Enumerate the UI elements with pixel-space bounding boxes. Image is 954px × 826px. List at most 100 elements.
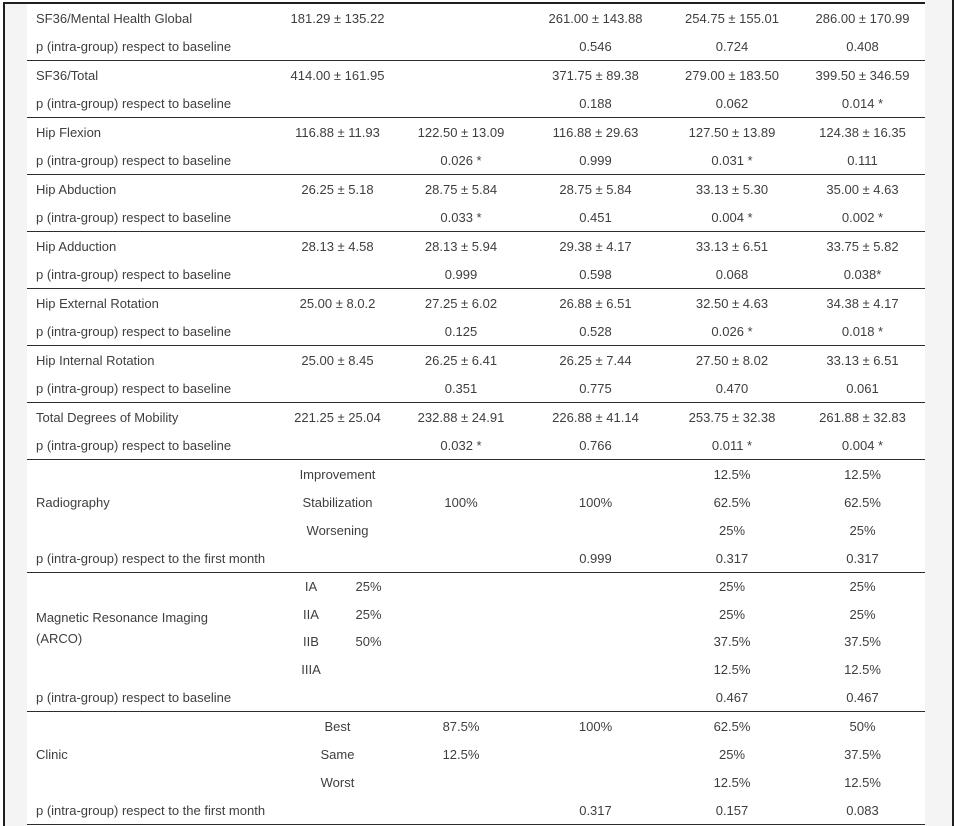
- p-value: 0.061: [846, 380, 879, 396]
- results-table: SF36/Mental Health Global 181.29 ± 135.22…: [27, 4, 925, 825]
- p-value: 0.999: [444, 266, 478, 282]
- p-row: p (intra-group) respect to the first mon…: [27, 544, 925, 572]
- p-label: p (intra-group) respect to baseline: [36, 437, 232, 453]
- section-body: Total Degrees of Mobility 221.25 ± 25.04 2…: [27, 403, 925, 431]
- p-row: p (intra-group) respect to baseline 0.546…: [27, 32, 925, 60]
- sub-category-label: Stabilization: [302, 494, 373, 510]
- cell-value: 33.13 ± 6.51: [826, 352, 899, 368]
- frame-right-line: [952, 0, 954, 826]
- page-gutter-right: [925, 0, 952, 826]
- cell-value: 122.50 ± 13.09: [417, 124, 505, 140]
- page-gutter-left: [5, 4, 27, 826]
- p-value: 0.068: [715, 266, 749, 282]
- frame-left-line: [3, 2, 5, 826]
- section-body: SF36/Mental Health Global 181.29 ± 135.22…: [27, 4, 925, 32]
- table-row: 25.00 ± 8.45 26.25 ± 6.41 26.25 ± 7.44 27.5…: [280, 346, 925, 374]
- p-value: 0.004 *: [711, 209, 753, 225]
- table-row: Worsening 25% 25%: [280, 516, 925, 544]
- p-value: 0.125: [444, 323, 478, 339]
- cell-value: 286.00 ± 170.99: [815, 10, 910, 26]
- table-section: Radiography Improvement 12.5% 12.5% Stabiliz…: [27, 460, 925, 573]
- p-label: p (intra-group) respect to baseline: [36, 323, 232, 339]
- row-label-line: Magnetic Resonance Imaging: [36, 610, 208, 625]
- cell-value: 25%: [355, 579, 382, 595]
- row-label-line: Total Degrees of Mobility: [36, 409, 179, 425]
- p-value: 0.766: [579, 437, 612, 453]
- cell-value: 28.75 ± 5.84: [424, 181, 498, 197]
- section-rows: 221.25 ± 25.04 232.88 ± 24.91 226.88 ± 41.…: [280, 403, 925, 431]
- row-label: Hip External Rotation: [27, 289, 280, 317]
- row-label: Hip Adduction: [27, 232, 280, 260]
- p-value: 0.157: [715, 802, 749, 818]
- p-row: p (intra-group) respect to the first mon…: [27, 796, 925, 824]
- cell-value: 116.88 ± 11.93: [295, 124, 380, 140]
- p-label: p (intra-group) respect to baseline: [36, 95, 232, 111]
- table-section: Hip Abduction 26.25 ± 5.18 28.75 ± 5.84 28.…: [27, 175, 925, 232]
- p-value: 0.999: [579, 550, 612, 566]
- section-body: Magnetic Resonance Imaging (ARCO) IA 25% 25%…: [27, 573, 925, 683]
- cell-value: 261.88 ± 32.83: [819, 409, 906, 425]
- cell-value: 62.5%: [713, 494, 751, 510]
- sub-category-label: Best: [324, 718, 351, 734]
- p-row: p (intra-group) respect to baseline 0.188…: [27, 89, 925, 117]
- table-row: IIA 25% 25% 25%: [280, 601, 925, 629]
- cell-value: 25.00 ± 8.45: [301, 352, 374, 368]
- sub-category-label: Worsening: [306, 522, 369, 538]
- cell-value: 28.75 ± 5.84: [559, 181, 632, 197]
- table-row: 181.29 ± 135.22 261.00 ± 143.88 254.75 ± 1…: [280, 4, 925, 32]
- p-value: 0.467: [846, 689, 879, 705]
- table-section: Clinic Best 87.5% 100% 62.5% 50% Same 12.5% 25% 3…: [27, 712, 925, 825]
- p-value: 0.002 *: [841, 209, 884, 225]
- table-row: 28.13 ± 4.58 28.13 ± 5.94 29.38 ± 4.17 33.1…: [280, 232, 925, 260]
- sub-category-label: Worst: [320, 774, 355, 790]
- grade-cell: IIB 50%: [280, 634, 395, 649]
- table-row: Improvement 12.5% 12.5%: [280, 460, 925, 488]
- cell-value: 32.50 ± 4.63: [695, 295, 769, 311]
- p-label: p (intra-group) respect to baseline: [36, 209, 232, 225]
- cell-value: 226.88 ± 41.14: [552, 409, 639, 425]
- p-row: p (intra-group) respect to baseline 0.125…: [27, 317, 925, 345]
- grade-label: IA: [304, 579, 318, 595]
- section-body: SF36/Total 414.00 ± 161.95 371.75 ± 89.38 2…: [27, 61, 925, 89]
- frame-top-line: [3, 2, 925, 4]
- table-row: Same 12.5% 25% 37.5%: [280, 740, 925, 768]
- section-rows: 26.25 ± 5.18 28.75 ± 5.84 28.75 ± 5.84 33.1…: [280, 175, 925, 203]
- cell-value: 33.13 ± 5.30: [695, 181, 769, 197]
- row-label-line: Hip Adduction: [36, 238, 117, 254]
- grade-label: IIB: [303, 634, 319, 650]
- section-body: Hip External Rotation 25.00 ± 8.0.2 27.25 …: [27, 289, 925, 317]
- cell-value: 181.29 ± 135.22: [290, 10, 385, 26]
- cell-value: 12.5%: [713, 774, 751, 790]
- p-value: 0.031 *: [711, 152, 753, 168]
- section-body: Clinic Best 87.5% 100% 62.5% 50% Same 12.5% 25% 3…: [27, 712, 925, 796]
- p-value: 0.451: [579, 209, 612, 225]
- p-value: 0.317: [579, 802, 612, 818]
- table-row: 221.25 ± 25.04 232.88 ± 24.91 226.88 ± 41.…: [280, 403, 925, 431]
- p-value: 0.408: [846, 38, 879, 54]
- grade-cell: IIIA: [280, 662, 395, 677]
- cell-value: 25%: [718, 522, 746, 538]
- cell-value: 26.25 ± 7.44: [559, 352, 632, 368]
- cell-value: 12.5%: [844, 661, 881, 677]
- section-rows: 25.00 ± 8.0.2 27.25 ± 6.02 26.88 ± 6.51 32.…: [280, 289, 925, 317]
- cell-value: 33.13 ± 6.51: [695, 238, 769, 254]
- p-value: 0.999: [579, 152, 612, 168]
- p-value: 0.528: [579, 323, 612, 339]
- cell-value: 25%: [718, 579, 746, 595]
- cell-value: 261.00 ± 143.88: [548, 10, 643, 26]
- p-value: 0.026 *: [440, 152, 482, 168]
- table-row: IA 25% 25% 25%: [280, 573, 925, 601]
- section-body: Hip Abduction 26.25 ± 5.18 28.75 ± 5.84 28.…: [27, 175, 925, 203]
- cell-value: 29.38 ± 4.17: [559, 238, 632, 254]
- cell-value: 34.38 ± 4.17: [826, 295, 899, 311]
- table-row: IIB 50% 37.5% 37.5%: [280, 628, 925, 656]
- p-value: 0.775: [579, 380, 612, 396]
- p-row: p (intra-group) respect to baseline 0.026…: [27, 146, 925, 174]
- cell-value: 116.88 ± 29.63: [552, 124, 639, 140]
- table-row: Worst 12.5% 12.5%: [280, 768, 925, 796]
- cell-value: 37.5%: [844, 746, 881, 762]
- grade-cell: IA 25%: [280, 579, 395, 594]
- table-section: Hip Internal Rotation 25.00 ± 8.45 26.25 ±…: [27, 346, 925, 403]
- cell-value: 127.50 ± 13.89: [688, 124, 776, 140]
- grade-cell: IIA 25%: [280, 607, 395, 622]
